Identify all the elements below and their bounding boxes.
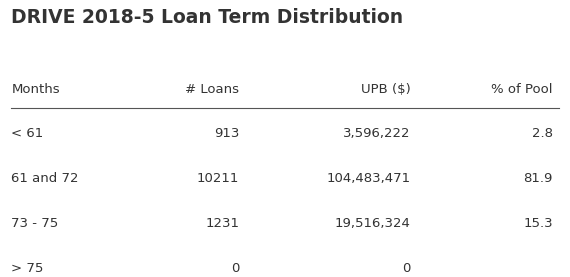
Text: 1231: 1231 <box>205 217 239 230</box>
Text: 73 - 75: 73 - 75 <box>11 217 59 230</box>
Text: # Loans: # Loans <box>185 83 239 96</box>
Text: 0: 0 <box>402 262 410 275</box>
Text: 913: 913 <box>214 127 239 140</box>
Text: 81.9: 81.9 <box>523 172 553 185</box>
Text: 2.8: 2.8 <box>532 127 553 140</box>
Text: % of Pool: % of Pool <box>491 83 553 96</box>
Text: 10211: 10211 <box>197 172 239 185</box>
Text: Months: Months <box>11 83 60 96</box>
Text: DRIVE 2018-5 Loan Term Distribution: DRIVE 2018-5 Loan Term Distribution <box>11 8 404 27</box>
Text: < 61: < 61 <box>11 127 44 140</box>
Text: 0: 0 <box>231 262 239 275</box>
Text: 19,516,324: 19,516,324 <box>335 217 410 230</box>
Text: 104,483,471: 104,483,471 <box>326 172 410 185</box>
Text: > 75: > 75 <box>11 262 44 275</box>
Text: 61 and 72: 61 and 72 <box>11 172 79 185</box>
Text: UPB ($): UPB ($) <box>361 83 410 96</box>
Text: 15.3: 15.3 <box>523 217 553 230</box>
Text: 3,596,222: 3,596,222 <box>343 127 410 140</box>
